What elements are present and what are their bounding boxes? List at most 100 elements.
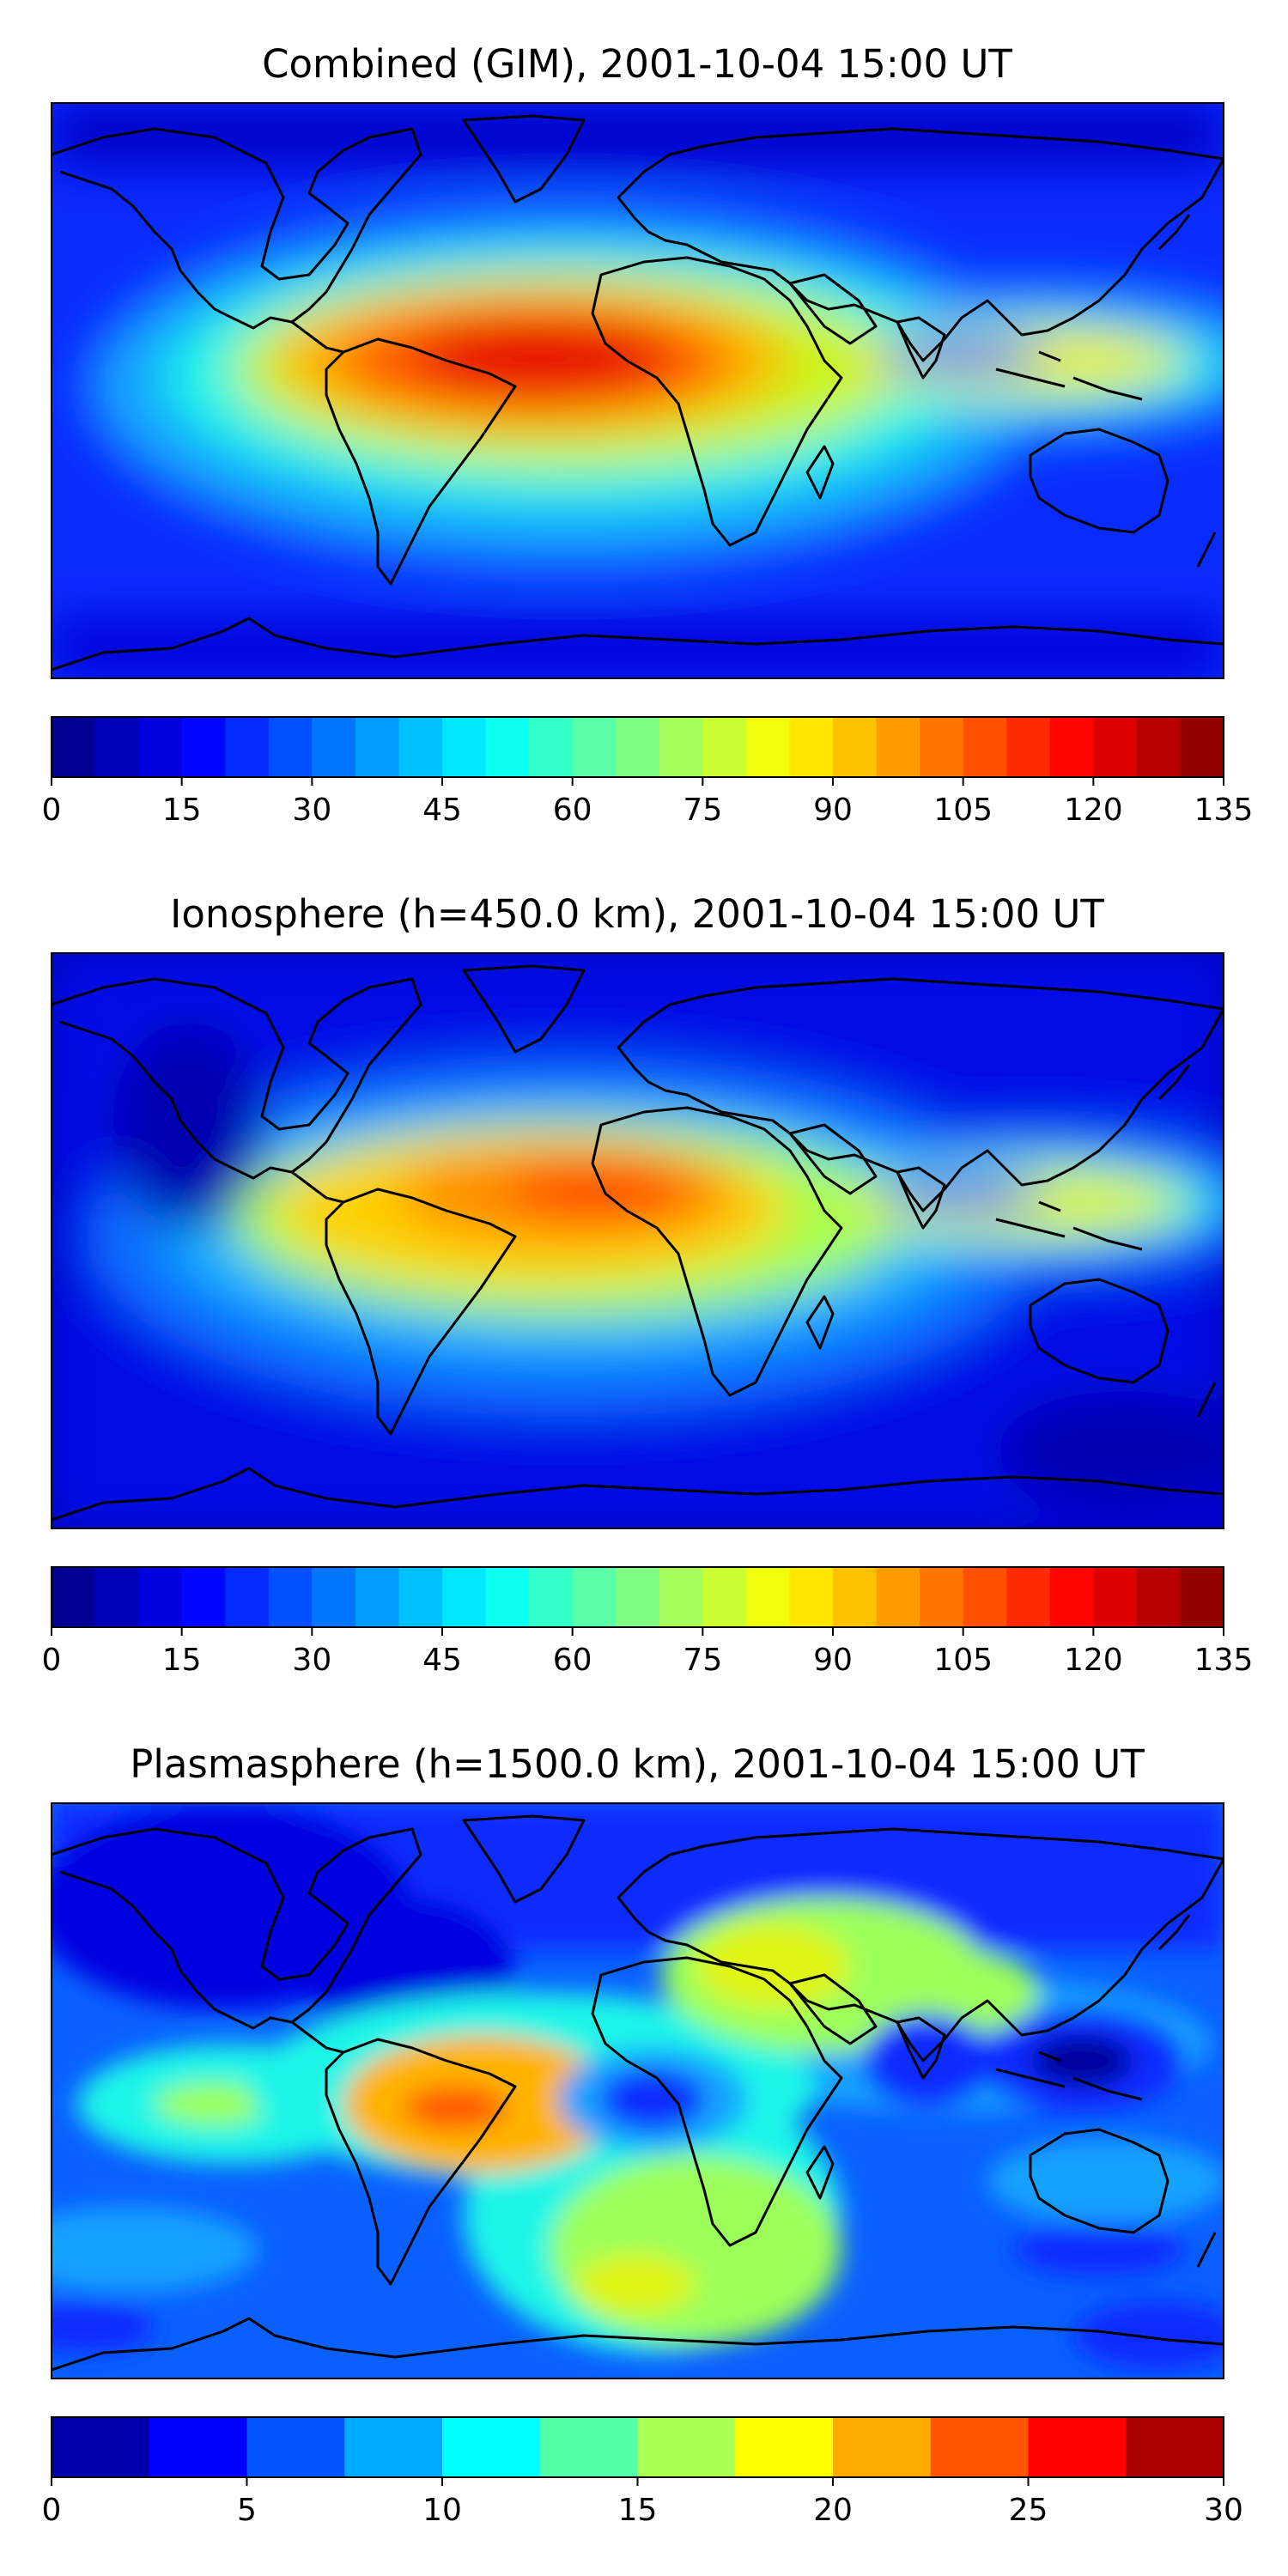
colorbar-segment bbox=[659, 717, 703, 777]
map-area bbox=[52, 1803, 1224, 2379]
map-frame bbox=[51, 102, 1224, 679]
colorbar-segment bbox=[833, 717, 878, 777]
colorbar-segment bbox=[539, 2417, 639, 2477]
colorbar-segment bbox=[529, 717, 574, 777]
colorbar-tick-label: 30 bbox=[292, 1643, 331, 1678]
colorbar-segment bbox=[442, 2417, 541, 2477]
tec-field bbox=[52, 1803, 1224, 2379]
colorbar-segment bbox=[442, 1567, 487, 1627]
colorbar-tick-label: 25 bbox=[1009, 2493, 1048, 2528]
colorbar-segment bbox=[181, 717, 226, 777]
colorbar-segment bbox=[529, 1567, 574, 1627]
colorbar-segment bbox=[246, 2417, 345, 2477]
colorbar-segment bbox=[138, 717, 183, 777]
colorbar-frame bbox=[51, 1566, 1224, 1628]
colorbar-segment bbox=[52, 2417, 150, 2477]
tec-field bbox=[52, 103, 1224, 678]
colorbar-segment bbox=[1049, 1567, 1094, 1627]
colorbar-segment bbox=[344, 2417, 443, 2477]
colorbar-tick-label: 135 bbox=[1194, 793, 1254, 828]
colorbar-segment bbox=[1049, 717, 1094, 777]
colorbar-tick-label: 30 bbox=[1204, 2493, 1243, 2528]
colorbar-tick-label: 20 bbox=[813, 2493, 853, 2528]
colorbar-segment bbox=[963, 717, 1007, 777]
colorbar-segment bbox=[485, 1567, 530, 1627]
colorbar-tick-label: 75 bbox=[683, 1643, 722, 1678]
colorbar-segment bbox=[312, 717, 356, 777]
colorbar-segment bbox=[1180, 717, 1224, 777]
map-frame bbox=[51, 1802, 1224, 2379]
colorbar-segment bbox=[1093, 1567, 1138, 1627]
colorbar-tick-label: 0 bbox=[42, 793, 62, 828]
field-blobs bbox=[52, 953, 1224, 1528]
colorbar-segment bbox=[930, 2417, 1030, 2477]
colorbar-segment bbox=[920, 717, 964, 777]
colorbar-segment bbox=[268, 1567, 313, 1627]
colorbar-segment bbox=[735, 2417, 834, 2477]
colorbar-segment bbox=[94, 717, 139, 777]
map-area bbox=[52, 953, 1224, 1528]
colorbar-tick-label: 45 bbox=[422, 1643, 462, 1678]
colorbar-segment bbox=[398, 1567, 443, 1627]
colorbar-tick-label: 90 bbox=[813, 793, 853, 828]
colorbar-segment bbox=[745, 717, 791, 777]
colorbar-tick-label: 60 bbox=[553, 1643, 592, 1678]
panel-title: Plasmasphere (h=1500.0 km), 2001-10-04 1… bbox=[130, 1741, 1145, 1787]
colorbar-segment bbox=[312, 1567, 356, 1627]
colorbar-segment bbox=[1006, 1567, 1051, 1627]
colorbar-segment bbox=[355, 1567, 400, 1627]
colorbar-segment bbox=[833, 2417, 932, 2477]
field-blobs bbox=[52, 103, 1224, 678]
colorbar-segment bbox=[485, 717, 530, 777]
colorbar-segment bbox=[52, 1567, 96, 1627]
colorbar-tick-label: 30 bbox=[292, 793, 331, 828]
colorbar-segment bbox=[149, 2417, 248, 2477]
colorbar-segment bbox=[138, 1567, 183, 1627]
colorbar: 0 15 30 45 60 75 90 105 120 135 bbox=[42, 716, 1254, 828]
colorbar-segment bbox=[268, 717, 313, 777]
colorbar-frame bbox=[51, 716, 1224, 778]
colorbar-segment bbox=[616, 717, 660, 777]
colorbar-segment bbox=[94, 1567, 139, 1627]
panel-plasmasphere: Plasmasphere (h=1500.0 km), 2001-10-04 1… bbox=[42, 1741, 1243, 2528]
colorbar-tick-label: 10 bbox=[422, 2493, 462, 2528]
colorbar-tick-label: 105 bbox=[933, 1643, 993, 1678]
colorbar-tick-label: 15 bbox=[162, 793, 202, 828]
colorbar-segment bbox=[963, 1567, 1007, 1627]
colorbar-tick-label: 45 bbox=[422, 793, 462, 828]
panel-title: Combined (GIM), 2001-10-04 15:00 UT bbox=[262, 41, 1012, 87]
map-area bbox=[52, 103, 1224, 678]
colorbar-segment bbox=[1126, 2417, 1224, 2477]
tec-field bbox=[52, 953, 1224, 1528]
colorbar-tick-label: 60 bbox=[553, 793, 592, 828]
colorbar-tick-label: 135 bbox=[1194, 1643, 1254, 1678]
colorbar-segment bbox=[920, 1567, 964, 1627]
colorbar-segment bbox=[225, 1567, 270, 1627]
colorbar-segment bbox=[572, 1567, 617, 1627]
colorbar-tick-label: 5 bbox=[237, 2493, 257, 2528]
map-frame bbox=[51, 952, 1224, 1529]
colorbar-segment bbox=[789, 717, 834, 777]
colorbar-tick-label: 0 bbox=[42, 1643, 62, 1678]
panel-title: Ionosphere (h=450.0 km), 2001-10-04 15:0… bbox=[170, 891, 1104, 937]
colorbar-segment bbox=[616, 1567, 660, 1627]
colorbar-segment bbox=[1093, 717, 1138, 777]
colorbar-segment bbox=[876, 717, 920, 777]
colorbar-segment bbox=[442, 717, 487, 777]
colorbar-segment bbox=[355, 717, 400, 777]
colorbar-tick-label: 120 bbox=[1064, 793, 1123, 828]
colorbar-segment bbox=[702, 717, 747, 777]
colorbar-tick-label: 15 bbox=[618, 2493, 658, 2528]
panel-ionosphere: Ionosphere (h=450.0 km), 2001-10-04 15:0… bbox=[42, 891, 1254, 1678]
colorbar-segment bbox=[833, 1567, 878, 1627]
colorbar-tick-label: 120 bbox=[1064, 1643, 1123, 1678]
colorbar-segment bbox=[225, 717, 270, 777]
colorbar-segment bbox=[637, 2417, 736, 2477]
colorbar-segment bbox=[702, 1567, 747, 1627]
colorbar: 0 5 10 15 20 25 30 bbox=[42, 2416, 1243, 2528]
colorbar-tick-label: 15 bbox=[162, 1643, 202, 1678]
colorbar-tick-label: 105 bbox=[933, 793, 993, 828]
colorbar-segment bbox=[52, 717, 96, 777]
colorbar-segment bbox=[1006, 717, 1051, 777]
